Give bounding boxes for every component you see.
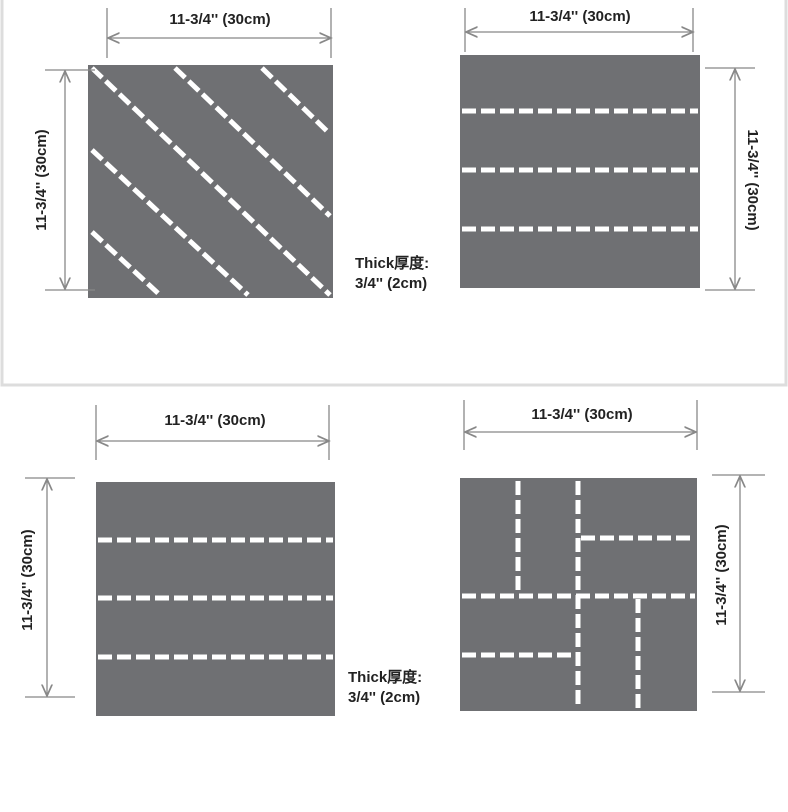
tile-parquet [460,478,697,711]
height-label: 11-3/4'' (30cm) [33,129,50,230]
tile-slats [460,55,700,288]
tile-diagonal [88,65,333,298]
thickness-value: 3/4'' (2cm) [348,689,420,706]
width-label: 11-3/4'' (30cm) [169,11,270,28]
height-label: 11-3/4'' (30cm) [744,129,761,230]
height-label: 11-3/4'' (30cm) [19,529,36,630]
width-label: 11-3/4'' (30cm) [531,406,632,423]
tile-planks [96,482,335,716]
thickness-title: Thick厚度: [355,254,429,272]
width-label: 11-3/4'' (30cm) [529,8,630,25]
width-label: 11-3/4'' (30cm) [164,412,265,429]
thickness-value: 3/4'' (2cm) [355,275,427,292]
thickness-title: Thick厚度: [348,668,422,686]
frame [0,0,788,387]
height-label: 11-3/4'' (30cm) [713,524,730,625]
